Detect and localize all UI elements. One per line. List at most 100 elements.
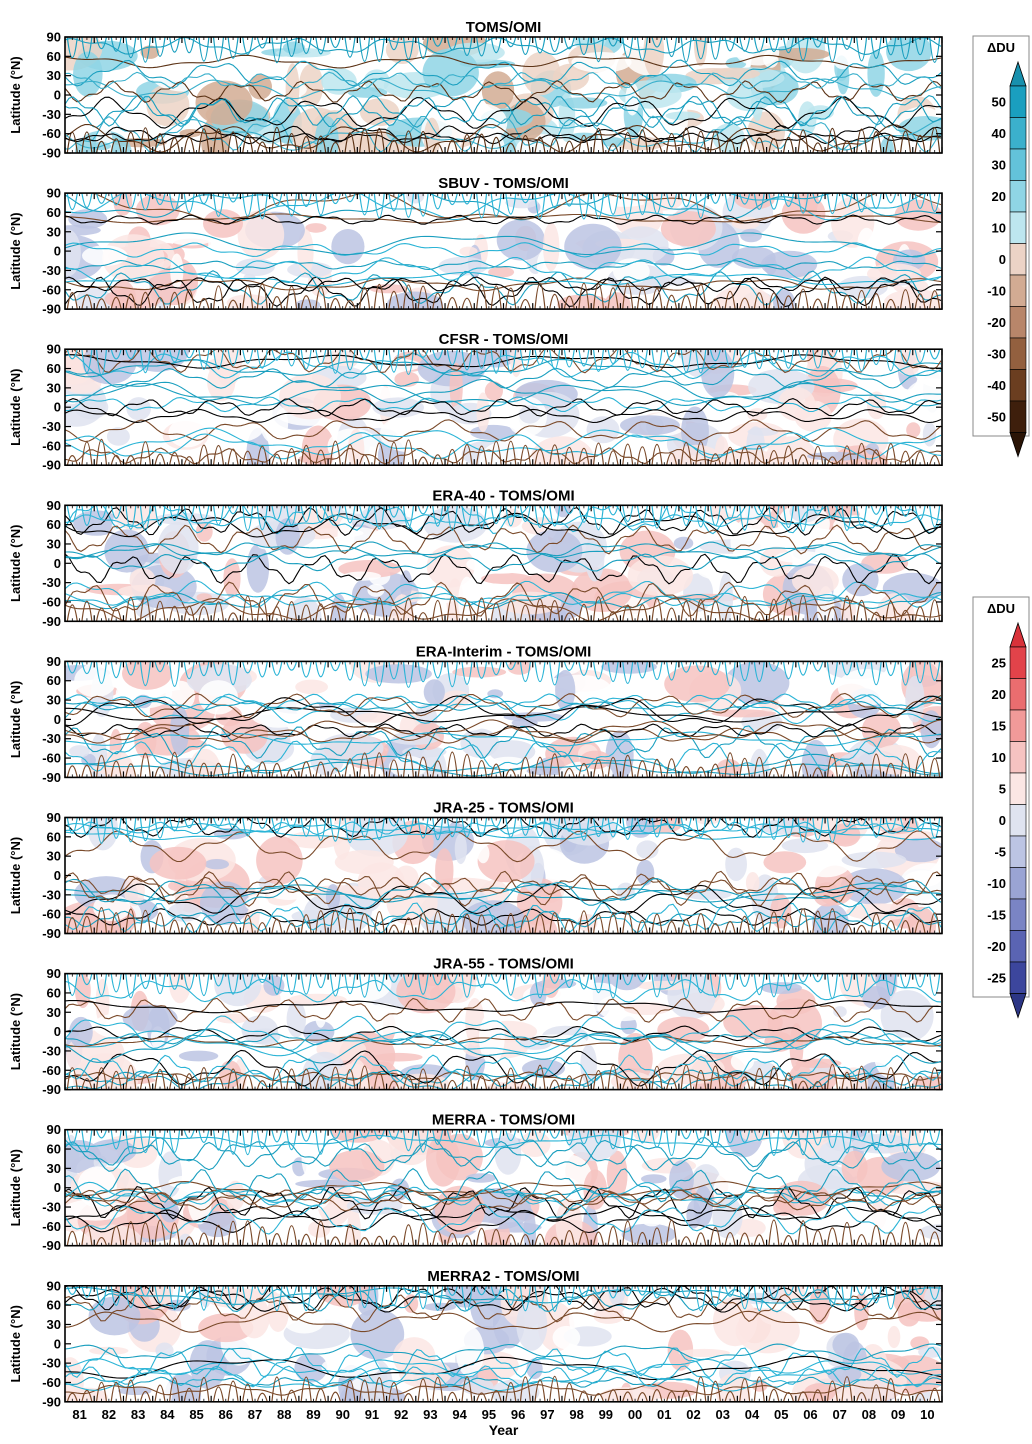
polar-contour [125, 1129, 137, 1155]
field-blob [321, 68, 357, 95]
polar-contour [212, 661, 225, 677]
polar-contour [768, 1066, 780, 1090]
polar-contour [344, 908, 356, 934]
polar-contour [417, 612, 429, 622]
field-blob [241, 1015, 278, 1045]
x-tick-label: 90 [335, 1407, 349, 1422]
field-blob [693, 1185, 713, 1227]
field-blob [636, 840, 659, 859]
field-blob [295, 679, 328, 695]
polar-contour [578, 505, 590, 523]
polar-contour [739, 1076, 751, 1090]
polar-contour [680, 661, 692, 673]
polar-contour [826, 505, 838, 520]
polar-contour [899, 130, 912, 153]
colorbar-tick-label: -10 [987, 876, 1006, 891]
polar-contour [446, 139, 458, 153]
polar-contour [476, 1129, 488, 1148]
field-blob [466, 554, 533, 574]
polar-contour [914, 293, 926, 310]
polar-contour [592, 1231, 605, 1246]
polar-contour [154, 1129, 166, 1156]
polar-contour [271, 661, 283, 676]
contour-line [65, 1287, 942, 1313]
polar-contour [446, 297, 458, 310]
colorbar-swatch [1009, 961, 1027, 994]
polar-contour [461, 133, 473, 153]
contour-line [65, 1376, 942, 1388]
field-blob [238, 1295, 270, 1339]
polar-contour [899, 609, 912, 622]
polar-contour [373, 349, 385, 372]
colorbar-tick-label: -15 [987, 907, 1006, 922]
panel-title: SBUV - TOMS/OMI [438, 175, 569, 192]
polar-contour [534, 1233, 546, 1246]
polar-contour [856, 924, 868, 934]
field-blob [373, 1052, 423, 1062]
polar-contour [359, 286, 371, 310]
polar-contour [914, 37, 926, 56]
field-blob [69, 1016, 93, 1048]
polar-contour [329, 767, 341, 778]
field-blob [153, 513, 216, 525]
polar-contour [242, 661, 254, 674]
polar-contour [812, 1129, 824, 1146]
polar-contour [592, 1129, 605, 1144]
field-blob [75, 973, 91, 1009]
polar-contour [534, 1379, 546, 1402]
polar-contour [461, 37, 473, 57]
x-axis: 81 82 83 84 85 86 87 88 89 90 91 92 93 94 95 96 97 98 99 00… [72, 1407, 934, 1438]
polar-contour [709, 661, 721, 676]
field-blob [625, 82, 640, 116]
polar-contour [402, 597, 415, 622]
polar-contour [271, 349, 283, 361]
polar-contour [709, 600, 721, 622]
contour-line [65, 731, 942, 747]
y-tick-label: 90 [47, 342, 61, 357]
polar-contour [797, 37, 809, 61]
polar-contour [519, 1234, 531, 1246]
polar-contour [856, 37, 868, 62]
polar-contour [139, 441, 151, 466]
polar-contour [695, 913, 707, 934]
field-blob [260, 403, 289, 444]
polar-contour [578, 603, 590, 622]
polar-contour [549, 912, 561, 934]
polar-contour [256, 761, 268, 778]
x-tick-label: 94 [452, 1407, 467, 1422]
contour-line [65, 1355, 942, 1381]
y-tick-label: 30 [47, 68, 61, 83]
polar-contour [929, 1387, 941, 1402]
field-blob [400, 201, 468, 244]
polar-contour [446, 37, 458, 51]
polar-contour [519, 915, 531, 934]
polar-contour [139, 595, 151, 622]
polar-contour [271, 37, 283, 63]
contour-line [65, 270, 942, 306]
field-blob [346, 1059, 369, 1090]
polar-contour [198, 817, 210, 831]
contour-line [65, 80, 942, 104]
x-tick-label: 04 [745, 1407, 760, 1422]
contour-line [65, 398, 942, 417]
field-blob [643, 37, 665, 77]
field-blob [487, 689, 504, 699]
polar-contour [402, 439, 415, 466]
polar-contour [417, 1285, 429, 1309]
field-blob [678, 1348, 730, 1358]
field-blob [781, 194, 826, 234]
polar-contour [286, 922, 298, 934]
polar-contour [490, 1228, 502, 1246]
polar-contour [446, 349, 458, 366]
polar-contour [578, 447, 590, 466]
polar-contour [242, 450, 254, 466]
polar-contour [841, 505, 853, 531]
polar-contour [81, 1078, 93, 1090]
polar-contour [125, 1065, 137, 1090]
polar-contour [169, 661, 181, 687]
polar-contour [680, 505, 692, 527]
polar-contour [490, 763, 502, 778]
polar-contour [227, 193, 239, 203]
polar-contour [490, 440, 502, 466]
polar-contour [169, 973, 181, 990]
